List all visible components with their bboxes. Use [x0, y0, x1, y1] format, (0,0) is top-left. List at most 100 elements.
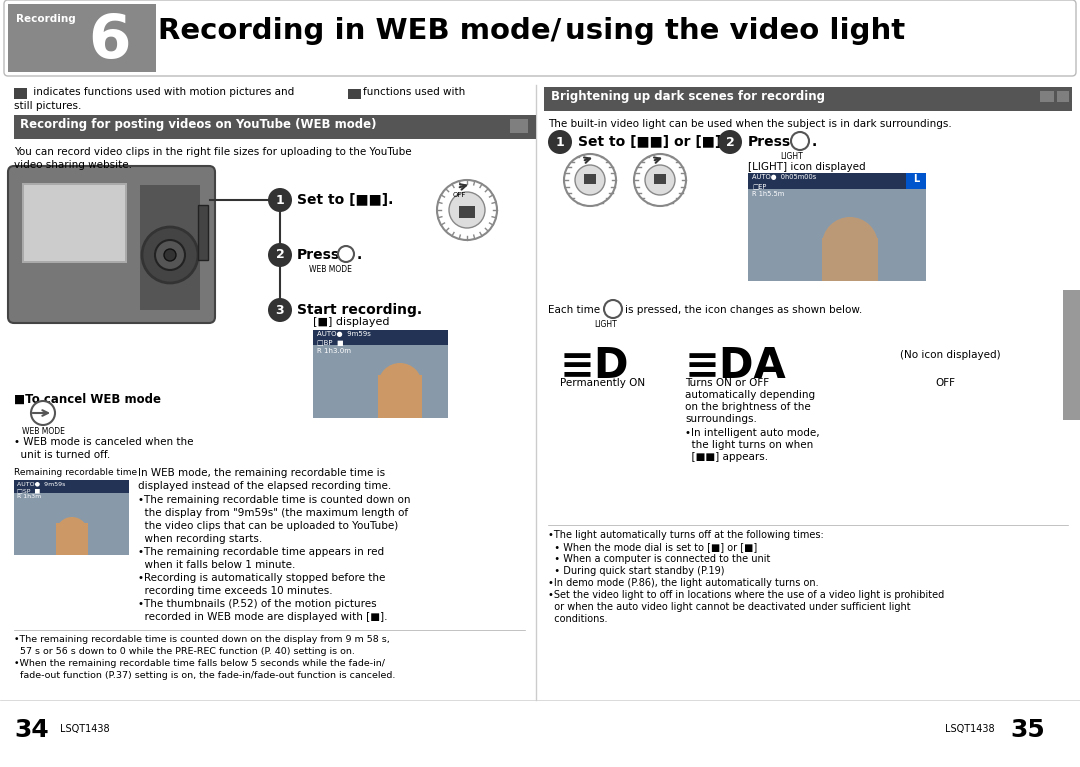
- Text: L: L: [913, 174, 919, 184]
- Bar: [313, 330, 448, 345]
- Bar: [1063, 290, 1080, 420]
- Text: LIGHT: LIGHT: [595, 320, 618, 329]
- Text: recorded in WEB mode are displayed with [■].: recorded in WEB mode are displayed with …: [138, 612, 388, 622]
- Bar: [14, 480, 129, 555]
- FancyBboxPatch shape: [8, 166, 215, 323]
- Bar: [748, 173, 926, 281]
- Circle shape: [268, 243, 292, 267]
- Circle shape: [31, 401, 55, 425]
- Text: recording time exceeds 10 minutes.: recording time exceeds 10 minutes.: [138, 586, 333, 596]
- Bar: [1057, 91, 1069, 102]
- Text: 57 s or 56 s down to 0 while the PRE-REC function (P. 40) setting is on.: 57 s or 56 s down to 0 while the PRE-REC…: [14, 647, 355, 656]
- Text: Turns ON or OFF: Turns ON or OFF: [685, 378, 769, 388]
- Bar: [198, 205, 208, 260]
- Bar: [14, 480, 129, 493]
- Text: using the video light: using the video light: [565, 17, 905, 45]
- Circle shape: [791, 132, 809, 150]
- Text: .: .: [357, 248, 362, 262]
- Text: •The thumbnails (P.52) of the motion pictures: •The thumbnails (P.52) of the motion pic…: [138, 599, 377, 609]
- Bar: [348, 89, 361, 99]
- Circle shape: [56, 517, 87, 549]
- Text: WEB MODE: WEB MODE: [309, 265, 351, 274]
- Bar: [748, 173, 926, 189]
- Text: Brightening up dark scenes for recording: Brightening up dark scenes for recording: [551, 90, 825, 103]
- Bar: [1040, 91, 1054, 102]
- Text: 2: 2: [275, 249, 284, 262]
- Text: Start recording.: Start recording.: [297, 303, 422, 317]
- Bar: [56, 523, 87, 555]
- Text: functions used with: functions used with: [363, 87, 465, 97]
- Text: when recording starts.: when recording starts.: [138, 534, 262, 544]
- Text: the light turns on when: the light turns on when: [685, 440, 813, 450]
- Text: Remaining recordable time: Remaining recordable time: [14, 468, 137, 477]
- Text: 2: 2: [726, 136, 734, 149]
- Bar: [906, 173, 926, 189]
- Text: Press: Press: [297, 248, 340, 262]
- Text: when it falls below 1 minute.: when it falls below 1 minute.: [138, 560, 295, 570]
- Text: OFF: OFF: [453, 192, 465, 198]
- Circle shape: [338, 246, 354, 262]
- Text: surroundings.: surroundings.: [685, 414, 757, 424]
- Circle shape: [604, 300, 622, 318]
- Text: WEB MODE: WEB MODE: [22, 427, 65, 436]
- Text: • WEB mode is canceled when the: • WEB mode is canceled when the: [14, 437, 193, 447]
- Text: •The light automatically turns off at the following times:: •The light automatically turns off at th…: [548, 530, 824, 540]
- Text: [■■] appears.: [■■] appears.: [685, 452, 768, 462]
- Circle shape: [718, 130, 742, 154]
- Text: automatically depending: automatically depending: [685, 390, 815, 400]
- Bar: [822, 238, 878, 281]
- Text: 35: 35: [1010, 718, 1044, 742]
- Bar: [378, 375, 422, 418]
- Circle shape: [548, 130, 572, 154]
- Text: or when the auto video light cannot be deactivated under sufficient light: or when the auto video light cannot be d…: [548, 602, 910, 612]
- Text: Press: Press: [748, 135, 792, 149]
- Text: fade-out function (P.37) setting is on, the fade-in/fade-out function is cancele: fade-out function (P.37) setting is on, …: [14, 671, 395, 680]
- Circle shape: [437, 180, 497, 240]
- Text: Recording: Recording: [16, 14, 76, 24]
- Text: Set to [■■].: Set to [■■].: [297, 193, 393, 207]
- Circle shape: [378, 363, 422, 407]
- Text: ■To cancel WEB mode: ■To cancel WEB mode: [14, 393, 161, 406]
- Text: •In demo mode (P.86), the light automatically turns on.: •In demo mode (P.86), the light automati…: [548, 578, 819, 588]
- Text: 6: 6: [89, 12, 132, 71]
- Text: AUTO●  9m59s: AUTO● 9m59s: [318, 331, 370, 337]
- Text: • When the mode dial is set to [■] or [■]: • When the mode dial is set to [■] or [■…: [548, 542, 757, 552]
- Text: conditions.: conditions.: [548, 614, 607, 624]
- Text: .: .: [812, 135, 818, 149]
- Bar: [313, 330, 448, 418]
- Text: still pictures.: still pictures.: [14, 101, 81, 111]
- Text: displayed instead of the elapsed recording time.: displayed instead of the elapsed recordi…: [138, 481, 391, 491]
- Text: indicates functions used with motion pictures and: indicates functions used with motion pic…: [30, 87, 294, 97]
- Circle shape: [268, 188, 292, 212]
- Text: •The remaining recordable time appears in red: •The remaining recordable time appears i…: [138, 547, 384, 557]
- Bar: [120, 4, 156, 72]
- Bar: [140, 185, 200, 310]
- Text: You can record video clips in the right file sizes for uploading to the YouTube: You can record video clips in the right …: [14, 147, 411, 157]
- FancyBboxPatch shape: [8, 4, 156, 72]
- Text: 1: 1: [555, 136, 565, 149]
- Circle shape: [634, 154, 686, 206]
- Bar: [510, 119, 528, 133]
- Text: the display from "9m59s" (the maximum length of: the display from "9m59s" (the maximum le…: [138, 508, 408, 518]
- Text: LIGHT: LIGHT: [781, 152, 804, 161]
- Text: □EP: □EP: [752, 183, 767, 189]
- Text: In WEB mode, the remaining recordable time is: In WEB mode, the remaining recordable ti…: [138, 468, 386, 478]
- Circle shape: [575, 165, 605, 195]
- Circle shape: [449, 192, 485, 228]
- Text: 1: 1: [275, 193, 284, 206]
- Text: • When a computer is connected to the unit: • When a computer is connected to the un…: [548, 554, 770, 564]
- FancyBboxPatch shape: [4, 0, 1076, 76]
- Text: (No icon displayed): (No icon displayed): [900, 350, 1001, 360]
- Text: is pressed, the icon changes as shown below.: is pressed, the icon changes as shown be…: [625, 305, 862, 315]
- Circle shape: [822, 217, 878, 273]
- Bar: [459, 206, 475, 218]
- Text: LSQT1438: LSQT1438: [60, 724, 110, 734]
- Circle shape: [164, 249, 176, 261]
- Text: AUTO●  9m59s: AUTO● 9m59s: [17, 481, 66, 486]
- Bar: [14, 115, 536, 139]
- Text: OFF: OFF: [935, 378, 955, 388]
- Bar: [584, 174, 596, 184]
- Text: 34: 34: [14, 718, 49, 742]
- Text: 3: 3: [275, 304, 284, 317]
- Text: The built-in video light can be used when the subject is in dark surroundings.: The built-in video light can be used whe…: [548, 119, 951, 129]
